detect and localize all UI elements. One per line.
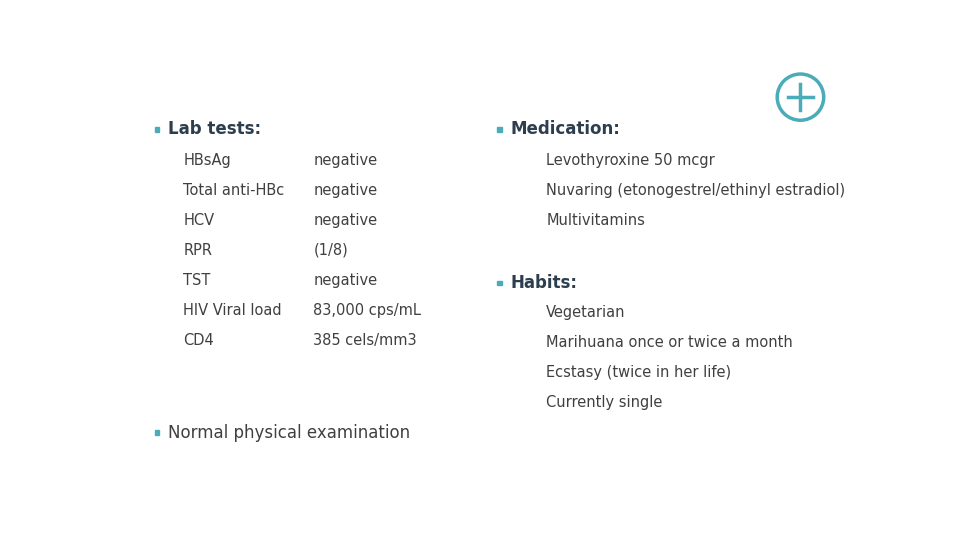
Text: Normal physical examination: Normal physical examination — [168, 424, 411, 442]
Text: negative: negative — [313, 273, 377, 288]
Text: Currently single: Currently single — [546, 395, 662, 409]
Text: Nuvaring (etonogestrel/ethinyl estradiol): Nuvaring (etonogestrel/ethinyl estradiol… — [546, 183, 846, 198]
Text: CD4: CD4 — [183, 333, 214, 348]
Text: negative: negative — [313, 183, 377, 198]
Text: Levothyroxine 50 mcgr: Levothyroxine 50 mcgr — [546, 153, 715, 168]
Text: HCV: HCV — [183, 213, 214, 228]
FancyBboxPatch shape — [497, 281, 502, 285]
Text: HBsAg: HBsAg — [183, 153, 231, 168]
Text: 83,000 cps/mL: 83,000 cps/mL — [313, 302, 421, 318]
Text: Ecstasy (twice in her life): Ecstasy (twice in her life) — [546, 364, 732, 380]
Text: HIV Viral load: HIV Viral load — [183, 302, 282, 318]
Text: TST: TST — [183, 273, 210, 288]
Text: (1/8): (1/8) — [313, 243, 348, 258]
Text: RPR: RPR — [183, 243, 212, 258]
Text: Vegetarian: Vegetarian — [546, 305, 626, 320]
Text: 385 cels/mm3: 385 cels/mm3 — [313, 333, 417, 348]
Text: Habits:: Habits: — [511, 274, 578, 292]
FancyBboxPatch shape — [155, 430, 159, 435]
Text: Marihuana once or twice a month: Marihuana once or twice a month — [546, 335, 793, 349]
Text: Lab tests:: Lab tests: — [168, 120, 261, 138]
Text: Total anti-HBc: Total anti-HBc — [183, 183, 284, 198]
Text: Multivitamins: Multivitamins — [546, 213, 645, 228]
FancyBboxPatch shape — [155, 127, 159, 132]
Text: negative: negative — [313, 153, 377, 168]
FancyBboxPatch shape — [497, 127, 502, 132]
Text: Medication:: Medication: — [511, 120, 620, 138]
Text: negative: negative — [313, 213, 377, 228]
